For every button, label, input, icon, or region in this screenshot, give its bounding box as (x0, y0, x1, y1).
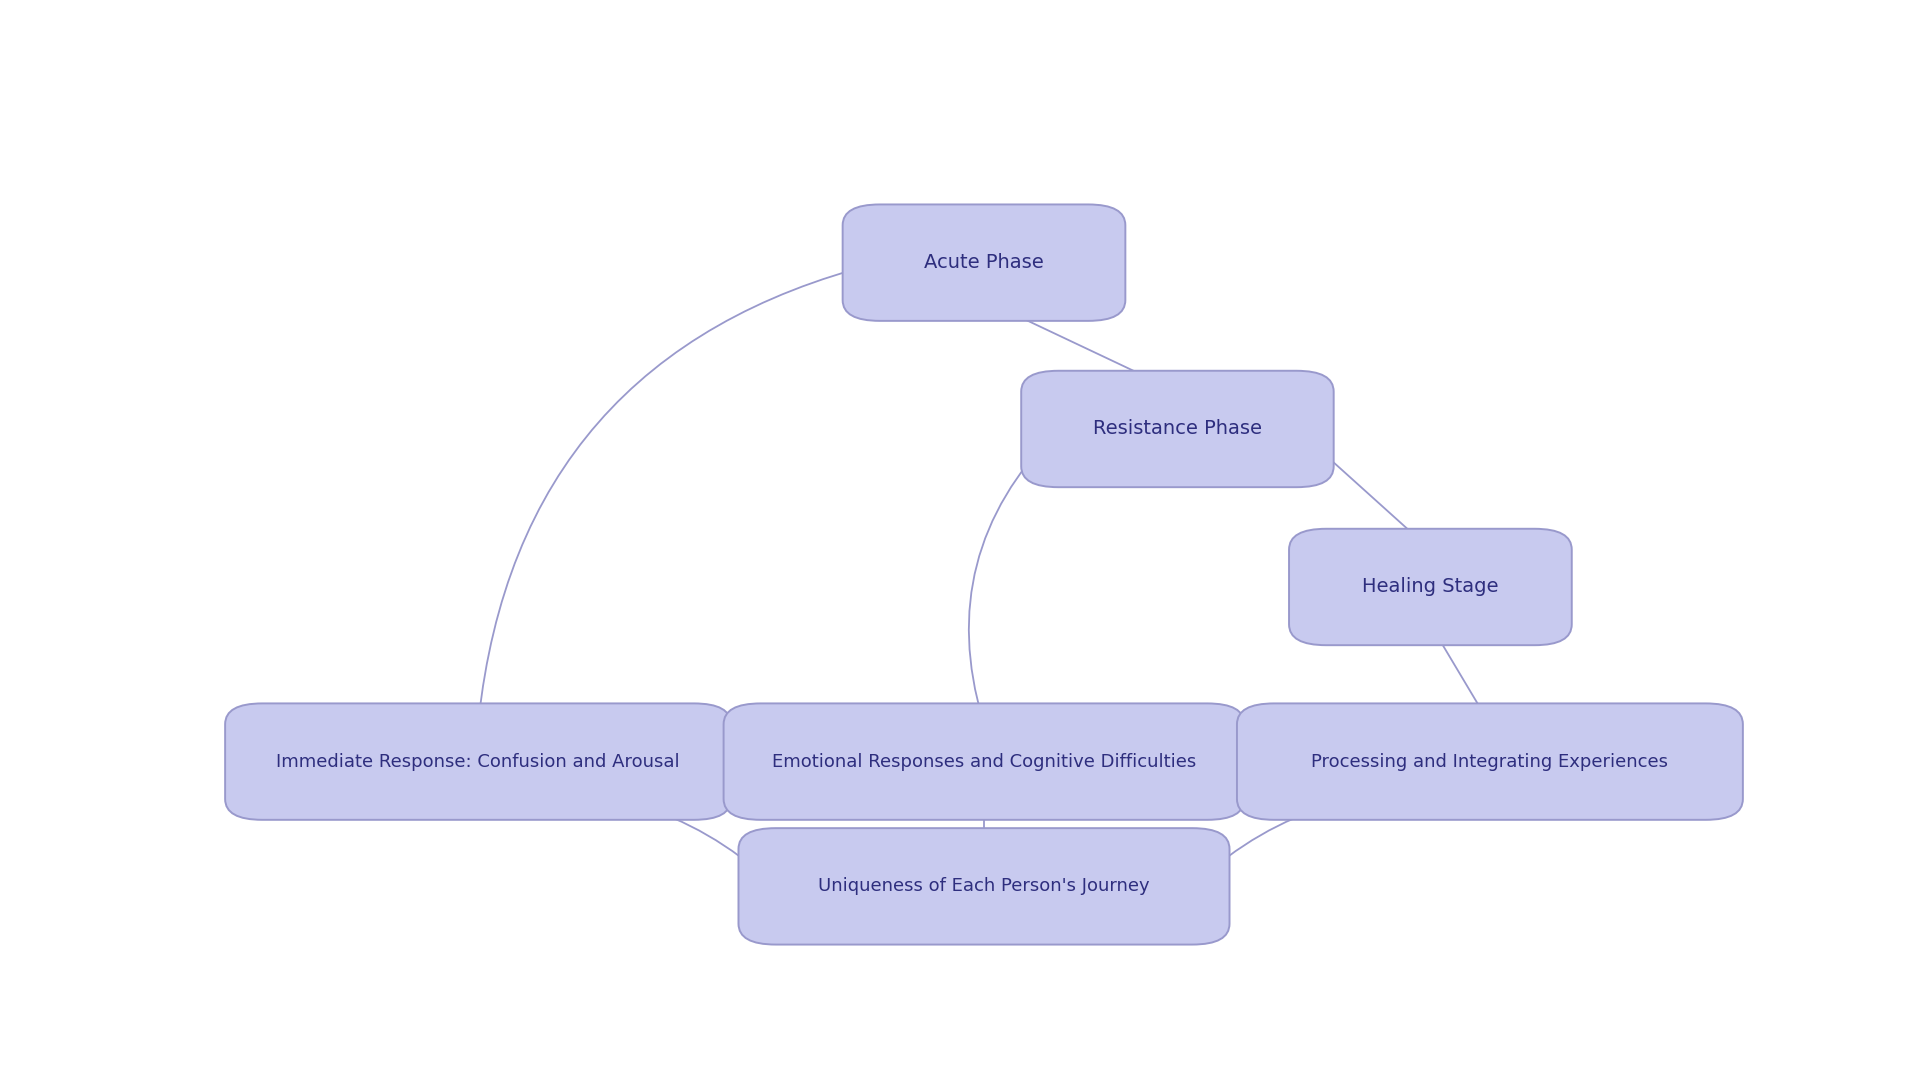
Text: Emotional Responses and Cognitive Difficulties: Emotional Responses and Cognitive Diffic… (772, 753, 1196, 771)
FancyBboxPatch shape (225, 703, 732, 820)
Text: Healing Stage: Healing Stage (1361, 578, 1500, 596)
Text: Acute Phase: Acute Phase (924, 253, 1044, 272)
FancyBboxPatch shape (1288, 529, 1572, 645)
FancyBboxPatch shape (1236, 703, 1743, 820)
Text: Processing and Integrating Experiences: Processing and Integrating Experiences (1311, 753, 1668, 771)
Text: Resistance Phase: Resistance Phase (1092, 419, 1261, 438)
Text: Immediate Response: Confusion and Arousal: Immediate Response: Confusion and Arousa… (276, 753, 680, 771)
FancyBboxPatch shape (724, 703, 1244, 820)
FancyBboxPatch shape (843, 204, 1125, 321)
FancyBboxPatch shape (739, 828, 1229, 945)
FancyBboxPatch shape (1021, 370, 1334, 487)
Text: Uniqueness of Each Person's Journey: Uniqueness of Each Person's Journey (818, 877, 1150, 895)
